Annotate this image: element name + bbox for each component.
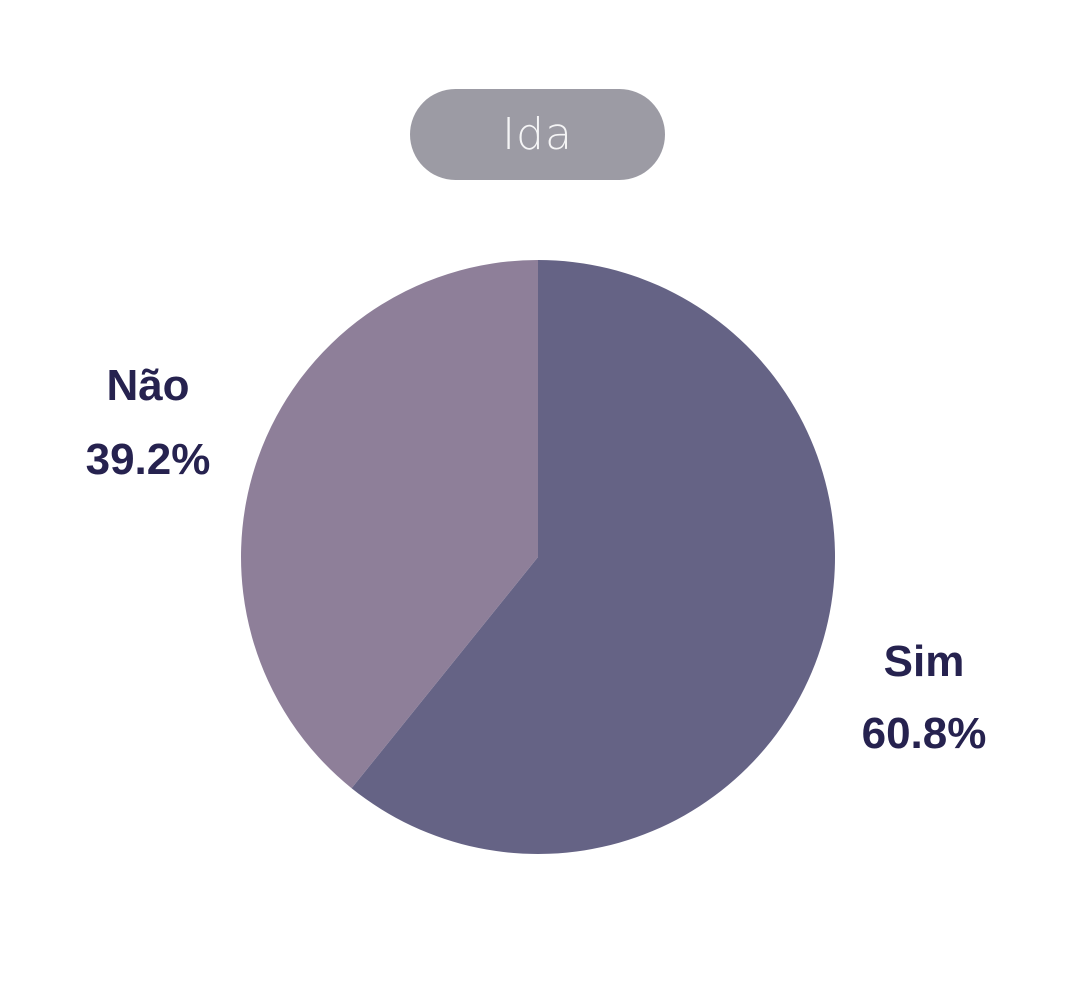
- slice-value-não: 39.2%: [86, 435, 211, 484]
- slice-label-sim: Sim: [884, 637, 965, 686]
- slice-value-sim: 60.8%: [862, 709, 987, 758]
- chart-title: Ida: [502, 109, 573, 160]
- pie-slice-não: [241, 260, 538, 789]
- slice-label-não: Não: [106, 361, 189, 410]
- pie-labels: Sim 60.8% Não 39.2%: [86, 361, 987, 758]
- pie-slice-sim: [351, 260, 836, 854]
- chart-title-pill: Ida: [410, 89, 665, 180]
- pie-slices: [241, 260, 836, 854]
